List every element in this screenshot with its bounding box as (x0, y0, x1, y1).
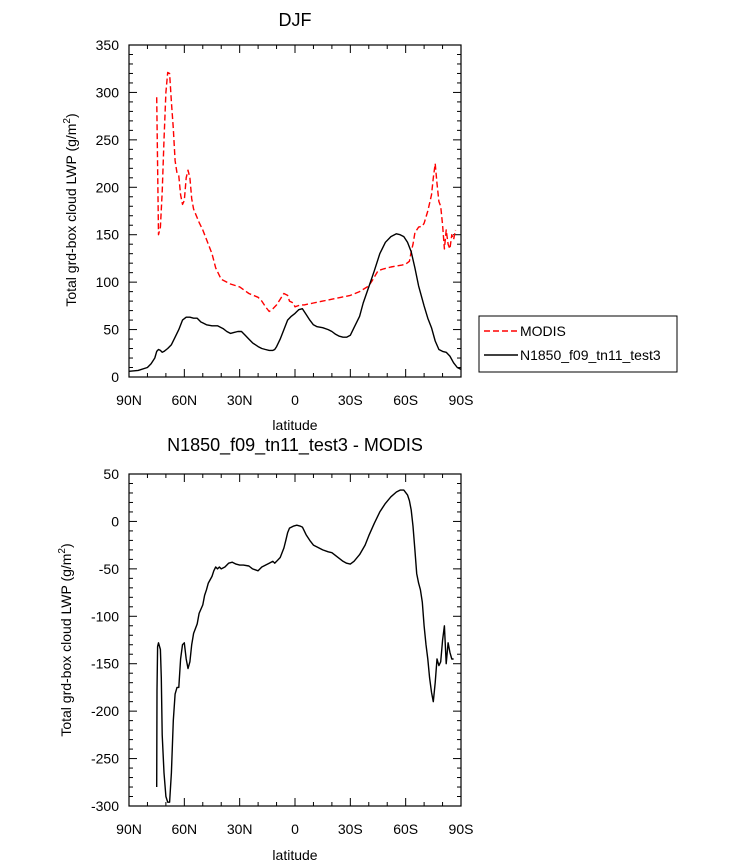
y-tick-label: -150 (91, 656, 119, 672)
series-line-n1850-f09-tn11-test3 (128, 233, 462, 372)
plot-frame (128, 44, 462, 378)
y-axis-label-suffix: ) (58, 543, 74, 548)
y-tick-label: 50 (103, 322, 119, 338)
axis-ticks: 90N 60N 30N 0 30S 60S 90S -300 -250 -200 -150 -100 -… (91, 466, 473, 837)
y-tick-label: -200 (91, 703, 119, 719)
y-tick-label: 300 (96, 84, 120, 100)
legend: MODIS N1850_f09_tn11_test3 (478, 315, 678, 373)
series-line-modis (156, 71, 457, 313)
x-tick-label: 0 (291, 821, 299, 837)
y-tick-label: 250 (96, 132, 120, 148)
legend-box (478, 315, 678, 373)
y-tick-label: 350 (96, 37, 120, 53)
chart-panel-bottom: N1850_f09_tn11_test3 - MODIS latitude To… (57, 435, 473, 863)
y-axis-label-suffix: ) (63, 113, 79, 118)
y-tick-label: 200 (96, 179, 120, 195)
x-tick-label: 60S (393, 392, 418, 408)
y-axis-label-superscript: 2 (57, 548, 68, 554)
x-axis-label: latitude (272, 417, 317, 433)
x-axis-label: latitude (272, 847, 317, 863)
x-tick-label: 90S (449, 821, 474, 837)
legend-label-modis: MODIS (520, 323, 566, 339)
x-tick-label: 90S (449, 392, 474, 408)
x-tick-label: 60S (393, 821, 418, 837)
legend-label-model: N1850_f09_tn11_test3 (520, 347, 661, 363)
y-axis-label-superscript: 2 (62, 118, 73, 124)
y-tick-label: 150 (96, 227, 120, 243)
x-tick-label: 60N (171, 392, 197, 408)
x-tick-label: 60N (171, 821, 197, 837)
series-line-n1850-f09-tn11-test3-modis (156, 489, 454, 803)
axis-ticks: 90N 60N 30N 0 30S 60S 90S 0 50 100 150 200 250 300 350 (96, 37, 474, 408)
y-tick-label: 0 (111, 513, 119, 529)
chart-title: DJF (279, 10, 312, 30)
series-group (156, 489, 454, 803)
y-axis-label: Total grd-box cloud LWP (g/m2) (62, 113, 79, 306)
y-tick-label: -100 (91, 608, 119, 624)
y-tick-label: -250 (91, 751, 119, 767)
x-tick-label: 30N (227, 821, 253, 837)
y-tick-label: 0 (111, 369, 119, 385)
x-tick-label: 90N (116, 392, 142, 408)
y-axis-label-main: Total grd-box cloud LWP (g/m (58, 554, 74, 737)
x-tick-label: 30S (338, 821, 363, 837)
y-tick-label: -50 (99, 561, 119, 577)
chart-title: N1850_f09_tn11_test3 - MODIS (167, 435, 423, 456)
y-axis-label-main: Total grd-box cloud LWP (g/m (63, 124, 79, 307)
chart-panel-top: DJF latitude Total grd-box cloud LWP (g/… (62, 10, 678, 433)
x-tick-label: 0 (291, 392, 299, 408)
y-axis-label: Total grd-box cloud LWP (g/m2) (57, 543, 74, 736)
x-tick-label: 90N (116, 821, 142, 837)
plot-frame (128, 473, 462, 807)
y-tick-label: 100 (96, 274, 120, 290)
x-tick-label: 30S (338, 392, 363, 408)
x-tick-label: 30N (227, 392, 253, 408)
y-tick-label: 50 (103, 466, 119, 482)
y-tick-label: -300 (91, 798, 119, 814)
series-group (128, 71, 462, 372)
